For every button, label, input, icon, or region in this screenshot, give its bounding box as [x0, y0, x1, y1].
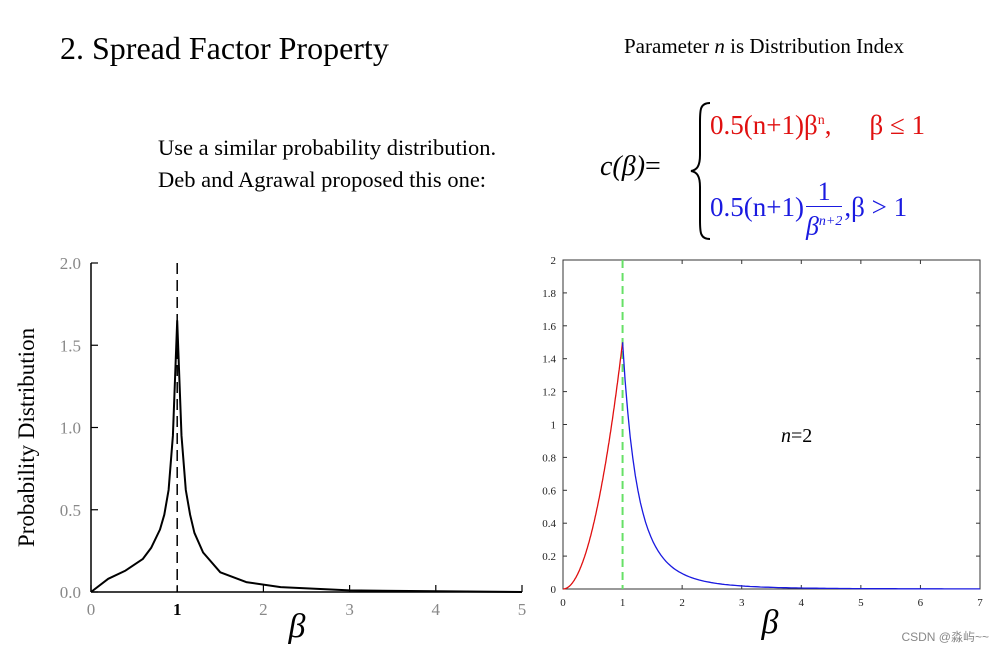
y-tick-label: 0.6	[542, 485, 556, 497]
case2-den-sup: n+2	[818, 214, 843, 229]
series-line-right	[621, 342, 980, 590]
x-tick-label: 0	[87, 600, 96, 619]
x-tick-label: 6	[918, 597, 924, 609]
x-axis-label: β	[761, 604, 779, 641]
x-tick-label: 3	[345, 600, 354, 619]
left-brace-icon	[690, 102, 711, 240]
x-tick-label: 0	[560, 597, 566, 609]
x-tick-label: 4	[799, 597, 805, 609]
case1-expr: 0.5(n+1)β	[710, 110, 818, 140]
y-tick-label: 0.0	[60, 583, 81, 602]
series-line-left	[563, 342, 624, 590]
formula-case-2: 0.5(n+1) 1 βn+2 ,β > 1	[710, 178, 907, 242]
description: Use a similar probability distribution. …	[158, 132, 496, 196]
x-tick-label: 3	[739, 597, 745, 609]
case1-sup: n	[817, 113, 825, 128]
plot-frame	[562, 259, 981, 590]
y-tick-label: 2	[551, 255, 557, 267]
x-axis-label: β	[288, 608, 306, 645]
x-tick-label: 1	[620, 597, 626, 609]
param-suffix: is Distribution Index	[724, 34, 904, 58]
x-tick-label: 2	[679, 597, 685, 609]
case2-sep: ,	[844, 192, 852, 223]
y-tick-label: 2.0	[60, 254, 81, 273]
parameter-note: Parameter n is Distribution Index	[624, 34, 904, 59]
case2-numerator: 1	[805, 178, 843, 207]
y-tick-label: 1.4	[542, 354, 556, 366]
x-tick-label: 7	[977, 597, 983, 609]
y-tick-label: 0.8	[542, 452, 556, 464]
y-tick-label: 1.0	[60, 419, 81, 438]
watermark: CSDN @淼屿~~	[901, 630, 989, 644]
n-annotation: n=2	[781, 425, 812, 447]
case2-cond: β > 1	[851, 192, 908, 223]
formula-lhs: c(β)=	[600, 151, 661, 183]
formula-equals: =	[645, 151, 661, 182]
x-tick-label: 5	[518, 600, 527, 619]
y-tick-label: 0	[551, 584, 557, 596]
series-line-distribution	[90, 319, 523, 593]
desc-line-2: Deb and Agrawal proposed this one:	[158, 167, 487, 192]
chart-left: 0.0 0.5 1.0 1.5 2.0 0 1 2 3 4 5 β Probability Distri…	[14, 254, 527, 645]
case1-cond: β ≤ 1	[869, 110, 926, 140]
param-var: n	[714, 34, 725, 58]
chart-right: 0 0.2 0.4 0.6 0.8 1 1.2 1.4 1.6 1.8 2 0 1 2 3 4 5 6 7 n=2 β	[542, 255, 983, 641]
x-tick-label: 1	[173, 600, 182, 619]
case2-denominator: βn+2	[806, 207, 842, 242]
y-tick-label: 1.5	[60, 336, 81, 355]
formula-lhs-text: c(β)	[600, 151, 646, 182]
y-tick-label: 1.6	[542, 321, 556, 333]
y-tick-label: 0.4	[542, 518, 556, 530]
x-tick-label: 4	[432, 600, 441, 619]
y-tick-label: 1.2	[542, 387, 556, 399]
case1-sep: ,	[824, 110, 832, 140]
y-axis-label: Probability Distribution	[14, 327, 39, 547]
slide-title: 2. Spread Factor Property	[60, 30, 389, 66]
y-tick-label: 1.8	[542, 288, 556, 300]
desc-line-1: Use a similar probability distribution.	[158, 135, 497, 160]
x-tick-label: 2	[259, 600, 268, 619]
case2-fraction: 1 βn+2	[805, 178, 843, 242]
y-tick-label: 0.2	[542, 551, 556, 563]
x-tick-label: 5	[858, 597, 864, 609]
case2-expr: 0.5(n+1)	[710, 192, 804, 223]
y-tick-label: 0.5	[60, 501, 81, 520]
y-tick-label: 1	[551, 420, 557, 432]
param-prefix: Parameter	[624, 34, 715, 58]
formula-case-1: 0.5(n+1)βn, β ≤ 1	[710, 110, 925, 141]
case2-den-base: β	[805, 211, 819, 241]
